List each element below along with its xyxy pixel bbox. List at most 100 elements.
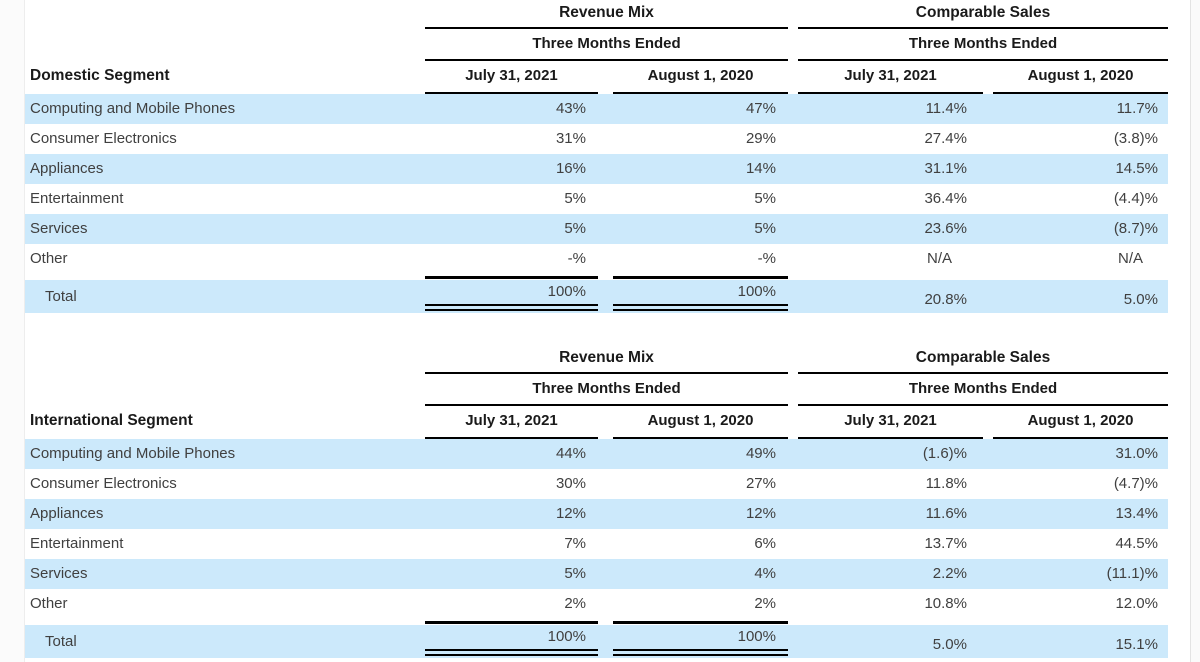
row-label: Appliances: [30, 160, 104, 177]
row-label: Other: [30, 595, 68, 612]
total-comparable-value: 20.8%: [924, 291, 967, 308]
revenue-mix-title: Revenue Mix: [425, 345, 788, 374]
revenue-mix-value: 5%: [754, 220, 776, 237]
segment-title: International Segment: [30, 412, 193, 429]
domestic-segment-table: Revenue Mix Comparable Sales Three Month…: [25, 0, 1168, 313]
row-label: Services: [30, 220, 88, 237]
comparable-sales-value: 10.8%: [924, 595, 967, 612]
revenue-mix-value: 43%: [555, 100, 586, 117]
row-label: Other: [30, 250, 68, 267]
row-label: Services: [30, 565, 88, 582]
group-subtitle-row: Three Months Ended Three Months Ended: [25, 374, 1168, 406]
total-rule-row: [25, 274, 1168, 280]
revenue-mix-value: 30%: [555, 475, 586, 492]
column-header: July 31, 2021: [425, 61, 598, 94]
table-row: Computing and Mobile Phones 43% 47% 11.4…: [25, 94, 1168, 124]
comparable-sales-value: 11.8%: [925, 475, 967, 492]
revenue-mix-subtitle: Three Months Ended: [425, 374, 788, 406]
comparable-sales-value: 44.5%: [1115, 535, 1158, 552]
comparable-sales-title: Comparable Sales: [798, 345, 1168, 374]
revenue-mix-subtitle: Three Months Ended: [425, 29, 788, 61]
total-row: Total 100% 100% 5.0% 15.1%: [25, 625, 1168, 658]
revenue-mix-value: 29%: [745, 130, 776, 147]
total-comparable-value: 5.0%: [1123, 291, 1158, 308]
total-top-rule: [613, 274, 788, 279]
table-row: Other 2% 2% 10.8% 12.0%: [25, 589, 1168, 619]
revenue-mix-value: 5%: [564, 220, 586, 237]
double-underline: [425, 304, 598, 311]
comparable-sales-value: 11.7%: [1116, 100, 1158, 117]
total-top-rule: [613, 619, 788, 624]
table-row: Appliances 12% 12% 11.6% 13.4%: [25, 499, 1168, 529]
table-row: Other -% -% N/A N/A: [25, 244, 1168, 274]
revenue-mix-value: 31%: [555, 130, 586, 147]
total-label: Total: [45, 288, 77, 305]
column-header: July 31, 2021: [798, 61, 983, 94]
column-header: July 31, 2021: [798, 406, 983, 439]
column-header: August 1, 2020: [993, 61, 1168, 94]
comparable-sales-value: 14.5%: [1115, 160, 1158, 177]
revenue-mix-value: 14%: [745, 160, 776, 177]
table-spacer: [25, 313, 1168, 345]
comparable-sales-value: (4.7)%: [1113, 475, 1158, 492]
table-row: Consumer Electronics 31% 29% 27.4% (3.8)…: [25, 124, 1168, 154]
table-row: Consumer Electronics 30% 27% 11.8% (4.7)…: [25, 469, 1168, 499]
revenue-mix-value: 6%: [754, 535, 776, 552]
comparable-sales-value: 12.0%: [1115, 595, 1158, 612]
double-underline: [613, 304, 788, 311]
comparable-sales-value: (1.6)%: [922, 445, 967, 462]
group-title-row: Revenue Mix Comparable Sales: [25, 0, 1168, 29]
column-header: July 31, 2021: [425, 406, 598, 439]
row-label: Appliances: [30, 505, 104, 522]
total-comparable-value: 5.0%: [932, 636, 967, 653]
comparable-sales-value: N/A: [926, 250, 952, 267]
revenue-mix-value: 7%: [564, 535, 586, 552]
international-segment-table: Revenue Mix Comparable Sales Three Month…: [25, 345, 1168, 658]
page-left-margin: [0, 0, 25, 662]
comparable-sales-subtitle: Three Months Ended: [798, 374, 1168, 406]
total-top-rule: [425, 619, 598, 624]
comparable-sales-value: (3.8)%: [1113, 130, 1158, 147]
revenue-mix-value: 47%: [745, 100, 776, 117]
comparable-sales-value: (4.4)%: [1113, 190, 1158, 207]
comparable-sales-value: 11.6%: [925, 505, 967, 522]
comparable-sales-value: 31.1%: [924, 160, 967, 177]
table-row: Services 5% 4% 2.2% (11.1)%: [25, 559, 1168, 589]
total-row: Total 100% 100% 20.8% 5.0%: [25, 280, 1168, 313]
revenue-mix-value: 12%: [555, 505, 586, 522]
page-right-margin: [1190, 0, 1200, 662]
column-header-row: Domestic Segment July 31, 2021 August 1,…: [25, 61, 1168, 94]
comparable-sales-value: 2.2%: [932, 565, 967, 582]
revenue-mix-value: 12%: [745, 505, 776, 522]
column-header: August 1, 2020: [613, 406, 788, 439]
table-row: Services 5% 5% 23.6% (8.7)%: [25, 214, 1168, 244]
total-comparable-value: 15.1%: [1115, 636, 1158, 653]
total-label: Total: [45, 633, 77, 650]
row-label: Computing and Mobile Phones: [30, 100, 236, 117]
revenue-mix-value: -%: [757, 250, 776, 267]
total-value: 100%: [547, 283, 586, 300]
total-revenue-mix-cell: 100%: [425, 625, 598, 658]
table-row: Appliances 16% 14% 31.1% 14.5%: [25, 154, 1168, 184]
segment-title: Domestic Segment: [30, 67, 170, 84]
double-underline: [613, 649, 788, 656]
revenue-mix-value: 16%: [555, 160, 586, 177]
revenue-mix-value: 5%: [564, 190, 586, 207]
row-label: Entertainment: [30, 535, 124, 552]
total-rule-row: [25, 619, 1168, 625]
revenue-mix-value: 44%: [555, 445, 586, 462]
table-row: Computing and Mobile Phones 44% 49% (1.6…: [25, 439, 1168, 469]
total-top-rule: [425, 274, 598, 279]
revenue-mix-value: 2%: [564, 595, 586, 612]
comparable-sales-value: 13.4%: [1115, 505, 1158, 522]
row-label: Consumer Electronics: [30, 130, 177, 147]
comparable-sales-value: 31.0%: [1115, 445, 1158, 462]
revenue-mix-value: 27%: [745, 475, 776, 492]
revenue-mix-title: Revenue Mix: [425, 0, 788, 29]
revenue-mix-value: -%: [567, 250, 586, 267]
row-label: Entertainment: [30, 190, 124, 207]
comparable-sales-value: 23.6%: [924, 220, 967, 237]
total-value: 100%: [547, 628, 586, 645]
comparable-sales-subtitle: Three Months Ended: [798, 29, 1168, 61]
